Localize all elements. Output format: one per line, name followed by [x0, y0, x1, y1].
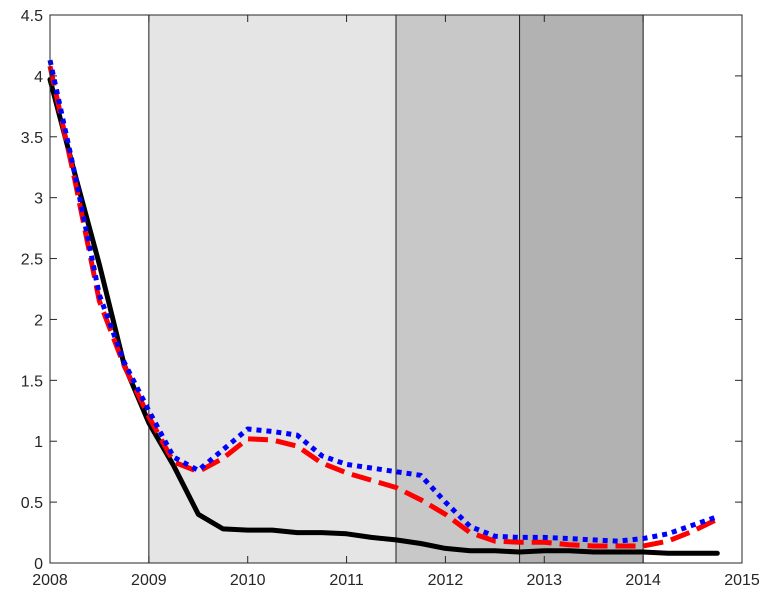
x-tick-label: 2010 [230, 572, 266, 589]
y-tick-label: 1 [34, 434, 43, 451]
y-tick-label: 2 [34, 312, 43, 329]
x-tick-label: 2008 [32, 572, 68, 589]
period-boundaries [148, 15, 644, 563]
y-tick-label: 1.5 [21, 373, 43, 390]
y-tick-label: 0 [34, 556, 43, 573]
plot-frame [49, 14, 743, 564]
x-tick-label: 2015 [724, 572, 760, 589]
x-tick-label: 2014 [625, 572, 661, 589]
y-tick-label: 0.5 [21, 495, 43, 512]
shaded-period-2 [396, 15, 520, 563]
series-line-dotted [47, 59, 719, 544]
x-axis: 2008 2009 2010 2011 2012 2013 2014 2015 [32, 15, 760, 589]
y-tick-label: 3.5 [21, 130, 43, 147]
y-tick-label: 4 [34, 69, 43, 86]
x-tick-label: 2013 [526, 572, 562, 589]
y-axis: 0 0.5 1 1.5 2 2.5 3 3.5 4 4.5 [21, 8, 742, 573]
y-tick-label: 4.5 [21, 8, 43, 25]
series-line-dashed [47, 65, 719, 549]
shaded-period-3 [519, 15, 644, 563]
x-tick-label: 2012 [428, 572, 464, 589]
series-lines [47, 59, 720, 556]
shaded-period-1 [148, 15, 396, 563]
x-tick-label: 2011 [329, 572, 364, 589]
y-tick-label: 3 [34, 191, 43, 208]
shaded-periods [148, 15, 644, 563]
x-tick-label: 2009 [131, 572, 167, 589]
y-tick-label: 2.5 [21, 252, 43, 269]
